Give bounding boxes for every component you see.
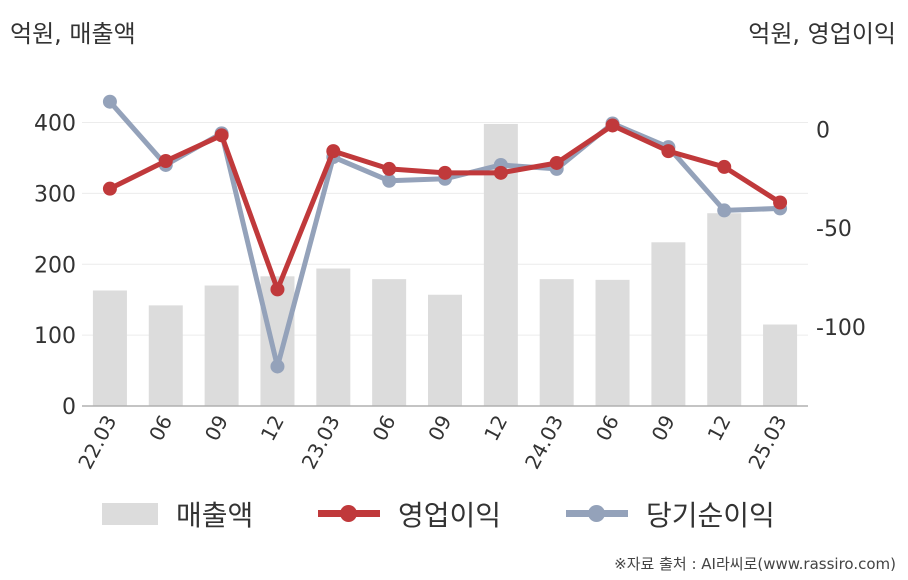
legend: 매출액 영업이익 당기순이익 bbox=[0, 492, 908, 536]
point-영업이익 bbox=[773, 195, 788, 210]
bar-매출액 bbox=[316, 268, 351, 406]
x-tick-label: 06 bbox=[367, 411, 400, 445]
legend-label-revenue: 매출액 bbox=[176, 499, 254, 532]
left-tick-label: 300 bbox=[34, 182, 76, 207]
legend-label-operating-profit: 영업이익 bbox=[398, 499, 502, 532]
bar-매출액 bbox=[651, 242, 686, 406]
point-영업이익 bbox=[661, 144, 676, 159]
legend-item-operating-profit: 영업이익 bbox=[318, 492, 501, 536]
x-tick-label: 12 bbox=[479, 411, 512, 445]
legend-item-net-income: 당기순이익 bbox=[566, 492, 775, 536]
left-tick-label: 400 bbox=[34, 112, 76, 137]
left-tick-label: 200 bbox=[34, 253, 76, 278]
x-tick-label: 09 bbox=[200, 411, 233, 445]
left-tick-label: 0 bbox=[62, 395, 76, 420]
point-영업이익 bbox=[158, 154, 173, 169]
x-tick-label: 09 bbox=[423, 411, 456, 445]
bar-매출액 bbox=[707, 213, 742, 406]
point-당기순이익 bbox=[717, 203, 732, 218]
x-tick-label: 12 bbox=[703, 411, 736, 445]
point-당기순이익 bbox=[382, 173, 397, 188]
x-tick-label: 09 bbox=[647, 411, 680, 445]
bar-매출액 bbox=[763, 324, 798, 406]
point-영업이익 bbox=[270, 282, 285, 297]
bar-매출액 bbox=[372, 279, 407, 406]
point-영업이익 bbox=[493, 165, 508, 180]
right-axis-unit: 억원, 영업이익 bbox=[748, 20, 896, 48]
bar-매출액 bbox=[148, 305, 183, 406]
point-영업이익 bbox=[438, 165, 452, 180]
bar-매출액 bbox=[539, 279, 574, 406]
left-axis-unit: 억원, 매출액 bbox=[10, 20, 136, 48]
bar-매출액 bbox=[595, 279, 630, 406]
x-tick-label: 12 bbox=[256, 411, 289, 445]
legend-item-revenue: 매출액 bbox=[102, 492, 253, 536]
x-tick-label: 22.03 bbox=[73, 411, 121, 473]
legend-swatch-revenue bbox=[102, 503, 158, 525]
x-tick-label: 23.03 bbox=[297, 411, 345, 473]
legend-swatch-net-income bbox=[566, 503, 628, 525]
point-영업이익 bbox=[605, 118, 620, 133]
legend-swatch-operating-profit bbox=[318, 503, 380, 525]
bar-매출액 bbox=[204, 285, 239, 406]
point-영업이익 bbox=[326, 144, 341, 159]
point-영업이익 bbox=[382, 161, 397, 176]
bar-매출액 bbox=[428, 294, 462, 406]
x-tick-label: 25.03 bbox=[743, 411, 791, 473]
source-note: ※자료 출처 : AI라씨로(www.rassiro.com) bbox=[614, 555, 896, 573]
right-tick-label: -50 bbox=[816, 217, 852, 242]
point-당기순이익 bbox=[270, 359, 285, 374]
bar-매출액 bbox=[92, 290, 127, 406]
point-영업이익 bbox=[717, 159, 732, 174]
x-tick-label: 24.03 bbox=[520, 411, 568, 473]
point-영업이익 bbox=[549, 155, 564, 170]
left-tick-label: 100 bbox=[34, 324, 76, 349]
point-영업이익 bbox=[214, 128, 229, 143]
x-tick-label: 06 bbox=[591, 411, 624, 445]
point-당기순이익 bbox=[102, 94, 117, 109]
point-영업이익 bbox=[102, 181, 117, 196]
right-tick-label: -100 bbox=[816, 316, 866, 341]
right-tick-label: 0 bbox=[816, 118, 830, 143]
legend-label-net-income: 당기순이익 bbox=[646, 499, 775, 532]
x-tick-label: 06 bbox=[144, 411, 177, 445]
bar-매출액 bbox=[260, 276, 295, 406]
